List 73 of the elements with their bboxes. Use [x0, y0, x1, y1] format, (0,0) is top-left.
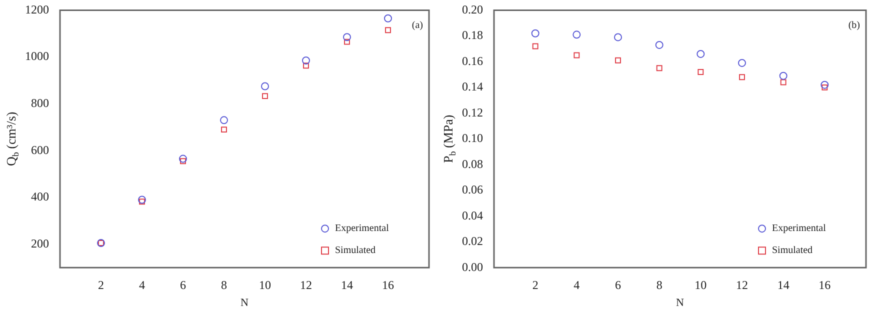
point	[574, 52, 580, 58]
y-tick-label: 1200	[25, 2, 49, 16]
point	[179, 154, 187, 163]
point	[656, 65, 662, 72]
legend-label: Simulated	[335, 245, 376, 256]
y-tick-label: 0.04	[462, 208, 483, 222]
y-tick-label: 0.02	[462, 234, 483, 248]
point	[572, 30, 581, 39]
x-axis-title: N	[676, 296, 684, 309]
point	[180, 158, 186, 164]
point	[343, 33, 351, 42]
point	[220, 116, 228, 124]
legend-label: Experimental	[335, 223, 390, 234]
point	[138, 196, 146, 204]
x-axis-title: N	[240, 296, 249, 309]
x-tick-label: 8	[221, 278, 227, 292]
y-tick-label: 0.12	[462, 105, 483, 120]
x-tick-label: 2	[98, 278, 104, 292]
x-tick-label: 4	[574, 278, 580, 292]
point	[531, 29, 540, 38]
point	[698, 69, 704, 75]
x-tick-label: 2	[532, 278, 538, 292]
y-tick-label: 1000	[25, 49, 49, 64]
point	[532, 43, 538, 50]
x-tick-label: 12	[300, 278, 312, 292]
point	[820, 80, 829, 89]
y-tick-label: 800	[31, 96, 49, 110]
x-tick-label: 10	[259, 278, 271, 292]
x-tick-label: 6	[180, 278, 186, 292]
annotation: (b)	[848, 20, 860, 31]
y-axis-title: Pb (MPa)	[440, 114, 458, 164]
point	[384, 14, 392, 22]
y-tick-label: 400	[31, 190, 49, 204]
y-tick-label: 0.06	[462, 182, 483, 197]
x-tick-label: 14	[777, 278, 790, 292]
y-tick-label: 200	[31, 236, 49, 250]
x-tick-label: 4	[139, 278, 145, 292]
y-tick-label: 0.20	[462, 2, 483, 16]
x-tick-label: 14	[341, 278, 353, 292]
x-tick-label: 10	[694, 278, 707, 292]
point	[221, 126, 227, 133]
point	[780, 79, 786, 86]
legend-label: Experimental	[772, 223, 826, 234]
point	[139, 198, 145, 205]
point	[615, 57, 621, 64]
y-tick-label: 0.00	[462, 260, 483, 274]
point	[738, 58, 746, 67]
annotation: (a)	[412, 20, 423, 31]
point	[779, 72, 788, 80]
point	[385, 27, 391, 34]
point	[261, 82, 269, 90]
x-tick-label: 12	[736, 278, 748, 292]
x-tick-label: 16	[382, 278, 394, 292]
x-tick-label: 8	[656, 278, 662, 292]
y-tick-label: 0.10	[462, 131, 483, 146]
y-tick-label: 0.18	[462, 28, 483, 42]
y-tick-label: 0.08	[462, 156, 483, 171]
y-tick-label: 0.14	[462, 80, 483, 94]
point	[739, 74, 745, 80]
x-tick-label: 6	[615, 278, 621, 292]
point	[262, 93, 268, 100]
y-axis-title: Qb (cm³/s)	[3, 112, 20, 166]
point	[302, 56, 310, 65]
x-tick-label: 16	[818, 278, 831, 292]
y-tick-label: 0.16	[462, 54, 483, 68]
legend-label: Simulated	[772, 245, 813, 256]
point	[696, 50, 705, 58]
point	[822, 84, 828, 90]
y-tick-label: 600	[31, 142, 49, 157]
point	[614, 33, 622, 42]
point	[655, 40, 664, 49]
point	[344, 38, 350, 45]
point	[303, 62, 309, 69]
